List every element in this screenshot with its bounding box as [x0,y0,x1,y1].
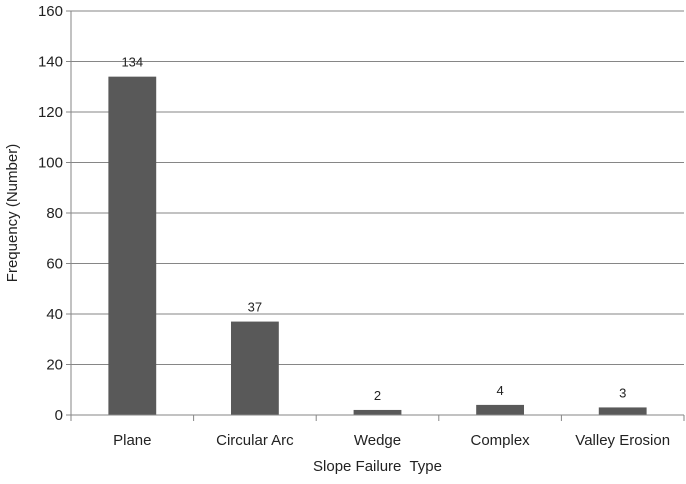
data-labels: 134 37 2 4 3 [121,55,626,403]
data-label: 37 [248,300,262,315]
bar-valley-erosion [598,407,647,415]
y-tick-label: 100 [38,155,63,172]
x-axis-title: Slope Failure Type [313,458,442,475]
data-label: 4 [496,383,503,398]
bars [108,76,647,416]
bar-plane [108,76,157,416]
x-category-label: Complex [471,432,531,449]
y-tick-label: 0 [55,407,63,424]
y-axis-title: Frequency (Number) [4,144,21,282]
data-label: 134 [121,55,143,70]
y-tick-label: 20 [46,357,63,374]
y-tick-label: 160 [38,3,63,20]
x-axis-categories: Plane Circular Arc Wedge Complex Valley Eros… [70,415,685,449]
gridlines [71,10,684,365]
bar-wedge [353,409,402,415]
y-axis-ticks: 0 20 40 60 80 100 120 140 160 [38,3,71,424]
x-category-label: Wedge [354,432,401,449]
y-tick-label: 120 [38,104,63,121]
data-label: 3 [619,385,626,400]
y-tick-label: 80 [46,205,63,222]
bar-circular-arc [230,321,279,415]
y-tick-label: 40 [46,306,63,323]
bar-complex [476,404,525,415]
x-category-label: Valley Erosion [575,432,670,449]
y-tick-label: 60 [46,256,63,273]
data-label: 2 [374,388,381,403]
y-tick-label: 140 [38,54,63,71]
x-category-label: Circular Arc [216,432,294,449]
x-category-label: Plane [113,432,151,449]
